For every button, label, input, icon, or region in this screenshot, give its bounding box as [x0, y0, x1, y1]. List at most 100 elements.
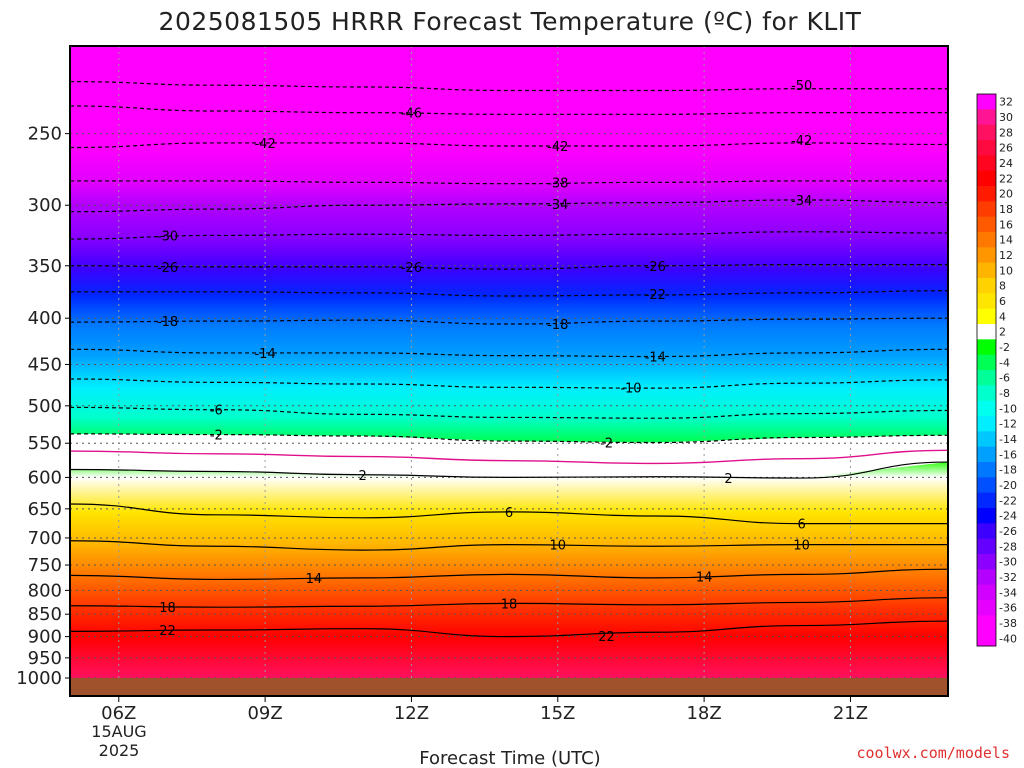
plot-frame [69, 45, 949, 697]
colorbar-swatch [977, 508, 996, 524]
temperature-fill [70, 46, 948, 678]
terrain-ground-band [71, 678, 947, 695]
colorbar-label: 28 [999, 126, 1013, 139]
colorbar-label: 30 [999, 111, 1013, 124]
colorbar-label: 14 [999, 234, 1013, 247]
colorbar-swatch [977, 492, 996, 509]
contour--26 [70, 264, 948, 270]
contour-label: -26 [645, 260, 666, 275]
contour--42 [70, 142, 948, 149]
colorbar-swatch [977, 477, 996, 494]
contour-label: -26 [157, 261, 178, 276]
contour-18 [70, 597, 948, 608]
contour-labels: -50-46-42 -42 -42-38-34 -34-30-26 -26 -26-22-… [157, 79, 812, 645]
y-tick-label: 500 [28, 396, 62, 417]
y-tick-label: 550 [28, 433, 62, 454]
contour-label: -14 [645, 351, 666, 366]
x-tick-label: 12Z [394, 703, 429, 724]
colorbar: 32 30 28 26 24 22 20 18 16 14 12 10 8 6 4 2 -2 -4 -6 -8 -10 -… [976, 93, 1017, 647]
colorbar-label: -2 [999, 341, 1010, 354]
colorbar-label: 24 [999, 157, 1013, 170]
contour-label: -34 [791, 194, 812, 209]
contour-10 [70, 540, 948, 551]
colorbar-swatch [977, 584, 996, 601]
y-tick-label: 700 [28, 528, 62, 549]
contour--18 [70, 317, 948, 325]
colorbar-label: 32 [999, 96, 1013, 109]
colorbar-label: 6 [999, 295, 1006, 308]
x-tick-label: 06Z [101, 703, 136, 724]
contour--22 [70, 290, 948, 297]
x-tick-label: 09Z [247, 703, 282, 724]
colorbar-swatch [977, 600, 996, 616]
contour-label: -46 [401, 107, 422, 122]
colorbar-swatch [977, 462, 996, 478]
colorbar-label: -28 [999, 540, 1017, 553]
colorbar-swatch [977, 615, 996, 632]
contour-label: -30 [157, 229, 178, 244]
colorbar-swatch [977, 201, 996, 218]
colorbar-label: -18 [999, 464, 1017, 477]
contour--46 [70, 105, 948, 115]
y-tick-label: 1000 [16, 668, 62, 689]
contour-label: 6 [798, 518, 806, 533]
colorbar-swatch [977, 232, 996, 248]
colorbar-swatch [977, 385, 996, 402]
contour--2 [70, 433, 948, 444]
colorbar-swatch [977, 94, 996, 110]
colorbar-label: 10 [999, 264, 1013, 277]
contour-label: 22 [598, 630, 615, 645]
colorbar-swatch [977, 569, 996, 586]
y-tick-label: 650 [28, 499, 62, 520]
colorbar-label: 18 [999, 203, 1013, 216]
colorbar-swatch [977, 400, 996, 417]
contour-label: -2 [210, 429, 223, 444]
contour-label: 6 [505, 506, 513, 521]
contour--34 [70, 199, 948, 213]
contour-label: 14 [696, 570, 713, 585]
colorbar-swatch [977, 216, 996, 233]
colorbar-label: 2 [999, 326, 1006, 339]
contour-label: -2 [600, 437, 613, 452]
colorbar-label: 26 [999, 142, 1013, 155]
colorbar-label: -10 [999, 402, 1017, 415]
contour--30 [70, 231, 948, 240]
contour--50 [70, 81, 948, 92]
y-tick-label: 850 [28, 604, 62, 625]
contour-label: -14 [254, 347, 275, 362]
contour-label: -10 [620, 381, 641, 396]
y-tick-label: 950 [28, 648, 62, 669]
colorbar-swatch [977, 155, 996, 172]
contour-label: -18 [547, 318, 568, 333]
colorbar-label: -38 [999, 617, 1017, 630]
colorbar-label: -8 [999, 387, 1010, 400]
contour--6 [70, 406, 948, 419]
colorbar-label: -14 [999, 433, 1017, 446]
colorbar-swatch [977, 354, 996, 371]
colorbar-swatch [977, 124, 996, 141]
colorbar-swatch [977, 554, 996, 570]
y-tick-label: 400 [28, 308, 62, 329]
colorbar-label: -4 [999, 356, 1010, 369]
x-axis-label: Forecast Time (UTC) [419, 748, 600, 768]
colorbar-label: 20 [999, 188, 1013, 201]
contour-label: 10 [550, 539, 567, 554]
contour-label: -38 [547, 176, 568, 191]
contour-label: -50 [791, 79, 812, 94]
colorbar-label: -12 [999, 418, 1017, 431]
contour-label: -34 [547, 198, 568, 213]
colorbar-swatch [977, 140, 996, 156]
colorbar-swatch [977, 431, 996, 448]
colorbar-label: -16 [999, 448, 1017, 461]
contour-label: 18 [501, 597, 518, 612]
x-tick-label: 18Z [686, 703, 721, 724]
colorbar-label: 4 [999, 310, 1006, 323]
contour-6 [70, 503, 948, 525]
contour-label: 18 [159, 601, 176, 616]
colorbar-swatch [977, 416, 996, 432]
contour-label: -18 [157, 315, 178, 330]
contour--14 [70, 348, 948, 358]
y-tick-label: 750 [28, 555, 62, 576]
contour-label: -26 [401, 261, 422, 276]
